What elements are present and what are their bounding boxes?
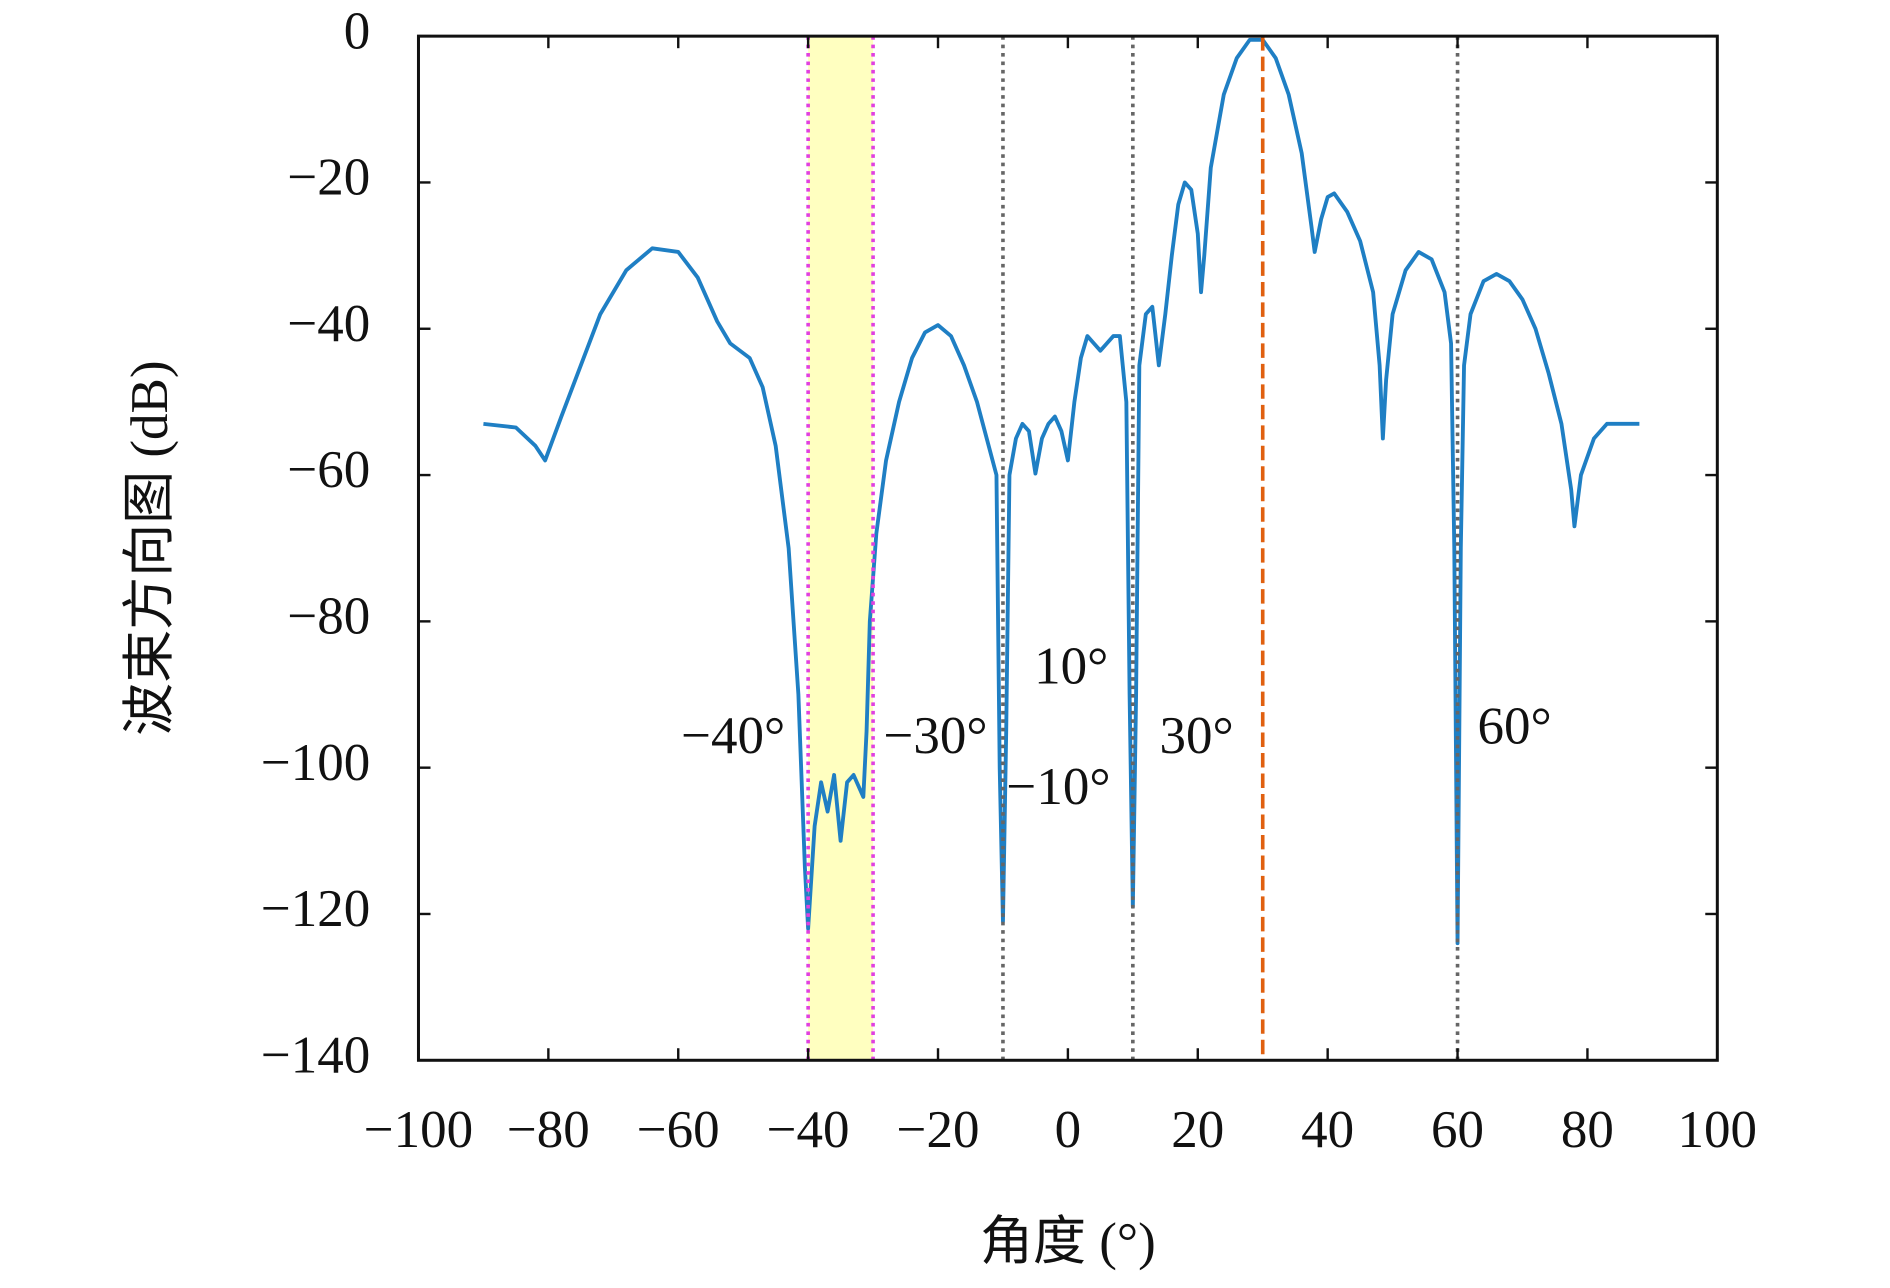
y-tick-label: −100 — [261, 734, 370, 792]
x-tick-label: −80 — [507, 1101, 590, 1159]
x-tick-label: −100 — [364, 1101, 473, 1159]
x-tick-label: 0 — [1055, 1101, 1082, 1159]
y-axis-label: 波束方向图 (dB) — [121, 361, 179, 736]
highlight-band — [808, 36, 874, 1061]
x-tick-label: −60 — [637, 1101, 720, 1159]
y-tick-label: −80 — [287, 588, 370, 646]
y-tick-label: −20 — [287, 149, 370, 207]
x-tick-label: 80 — [1561, 1101, 1614, 1159]
x-tick-label: 60 — [1431, 1101, 1484, 1159]
y-tick-label: −40 — [287, 295, 370, 353]
x-tick-label: 20 — [1171, 1101, 1224, 1159]
x-tick-label: −40 — [767, 1101, 850, 1159]
annotation: 60° — [1478, 698, 1552, 756]
x-tick-label: −20 — [897, 1101, 980, 1159]
annotation: −40° — [681, 707, 785, 765]
plot-underlay — [808, 36, 874, 1061]
annotation: 30° — [1159, 707, 1233, 765]
y-tick-label: −60 — [287, 441, 370, 499]
y-tick-label: −120 — [261, 880, 370, 938]
y-tick-label: 0 — [344, 2, 371, 60]
annotation: −30° — [884, 707, 988, 765]
x-tick-label: 40 — [1301, 1101, 1354, 1159]
y-tick-label: −140 — [261, 1026, 370, 1084]
x-axis-label: 角度 (°) — [980, 1213, 1156, 1271]
annotation: 10° — [1034, 637, 1108, 695]
annotation: −10° — [1006, 758, 1110, 816]
x-tick-label: 100 — [1678, 1101, 1758, 1159]
data-line — [483, 37, 1640, 946]
plot-frame — [416, 34, 1719, 1062]
